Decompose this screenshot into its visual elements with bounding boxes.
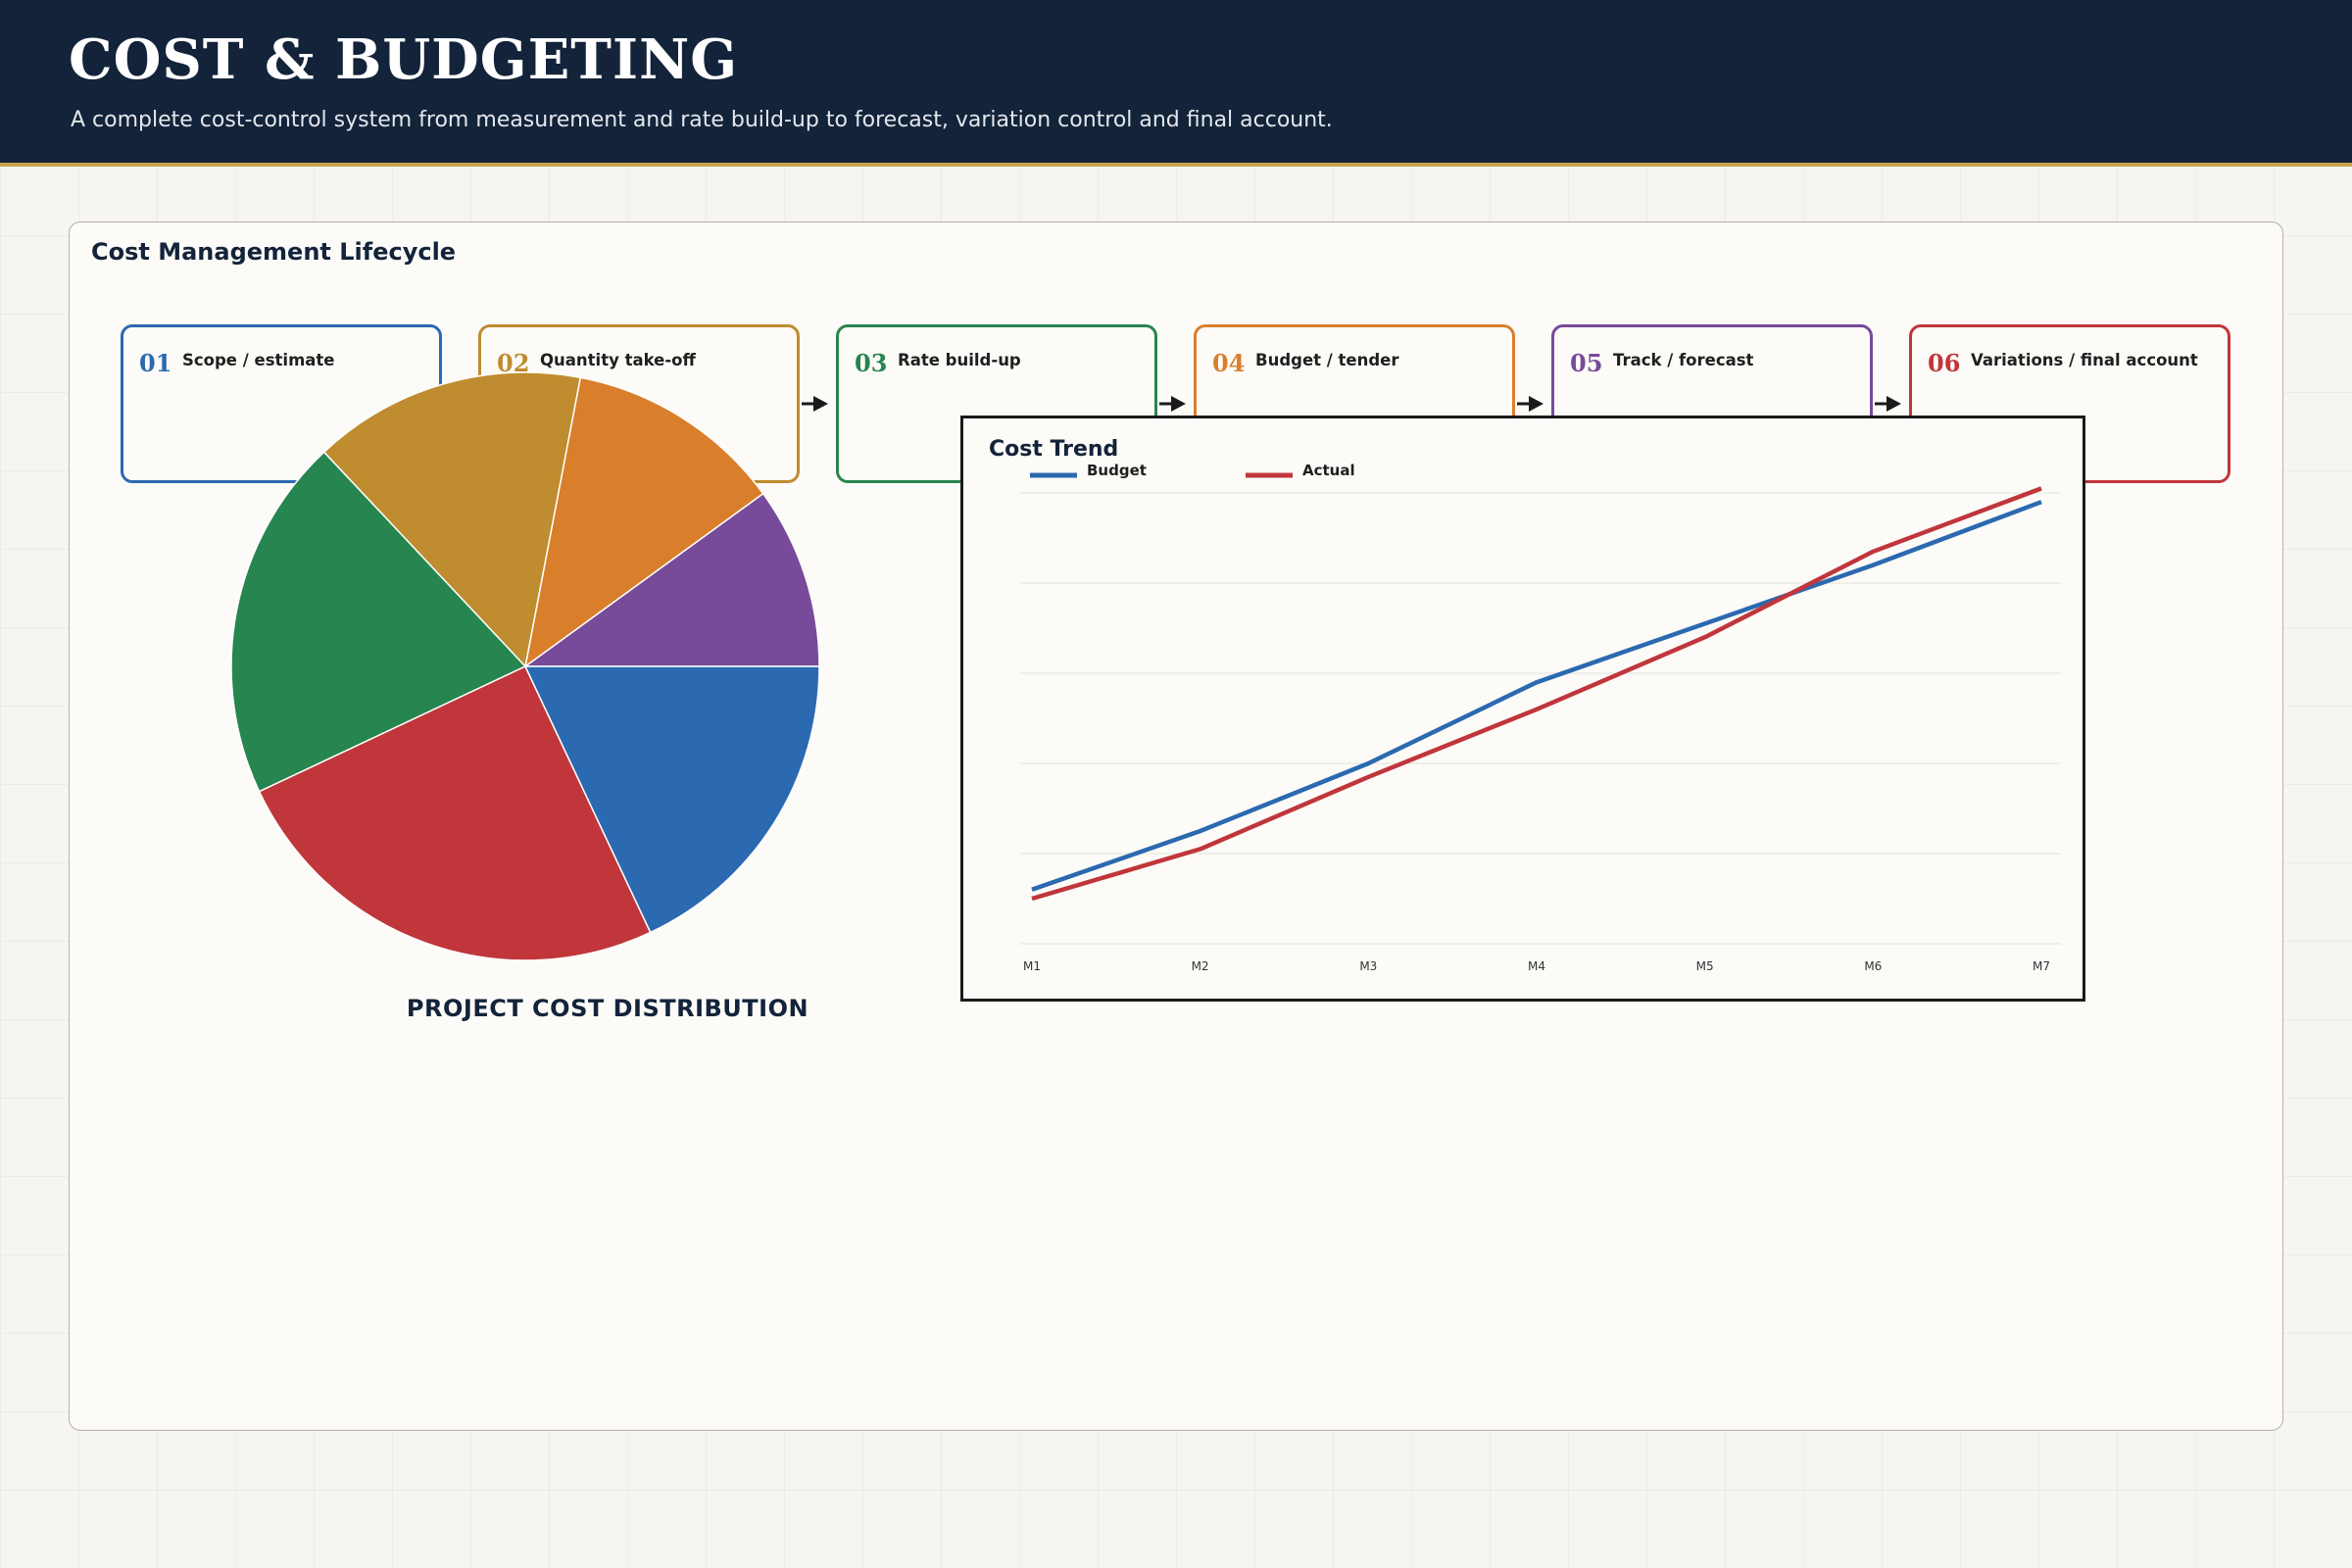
x-tick-label: M7: [2033, 959, 2050, 973]
pie-chart: [230, 371, 820, 961]
pie-chart-title: PROJECT COST DISTRIBUTION: [406, 995, 809, 1022]
step-number: 03: [855, 349, 888, 377]
lifecycle-title: Cost Management Lifecycle: [91, 238, 457, 266]
series-line: [1031, 486, 2042, 902]
step-number: 04: [1212, 349, 1246, 377]
line-chart-title: Cost Trend: [989, 437, 1118, 462]
cost-trend-chart: Cost Trend Budget Actual M1 M2 M3 M4 M5 M6 M7: [960, 416, 2085, 1002]
step-label: Rate build-up: [898, 351, 1021, 369]
x-tick-label: M1: [1023, 959, 1041, 973]
step-label: Variations / final account: [1971, 351, 2198, 369]
page-title: COST & BUDGETING: [69, 27, 739, 92]
x-tick-label: M3: [1359, 959, 1377, 973]
pie-slice-4: [230, 451, 527, 793]
step-number: 06: [1928, 349, 1961, 377]
step-label: Budget / tender: [1255, 351, 1399, 369]
step-number: 01: [139, 349, 172, 377]
series-line: [1031, 500, 2042, 892]
x-tick-label: M6: [1864, 959, 1882, 973]
step-label: Track / forecast: [1613, 351, 1754, 369]
pie-slice-6: [523, 665, 820, 934]
cost-distribution-pie: [221, 363, 829, 970]
pie-slice-5: [258, 665, 652, 961]
x-tick-label: M4: [1528, 959, 1545, 973]
step-label: Scope / estimate: [182, 351, 335, 369]
flow-arrow-icon: [1517, 396, 1544, 412]
page-header: COST & BUDGETING A complete cost-control…: [0, 0, 2352, 167]
legend-label: Actual: [1302, 462, 1355, 479]
flow-arrow-icon: [1875, 396, 1901, 412]
flow-arrow-icon: [802, 396, 828, 412]
pie-slice-1: [522, 492, 820, 667]
x-tick-label: M5: [1696, 959, 1714, 973]
step-label: Quantity take-off: [540, 351, 696, 369]
page-subtitle: A complete cost-control system from meas…: [71, 108, 1333, 132]
flow-arrow-icon: [1159, 396, 1186, 412]
pie-slice-2: [523, 376, 764, 668]
legend-label: Budget: [1087, 462, 1147, 479]
pie-slice-3: [322, 371, 582, 668]
x-tick-label: M2: [1192, 959, 1209, 973]
step-number: 05: [1570, 349, 1603, 377]
